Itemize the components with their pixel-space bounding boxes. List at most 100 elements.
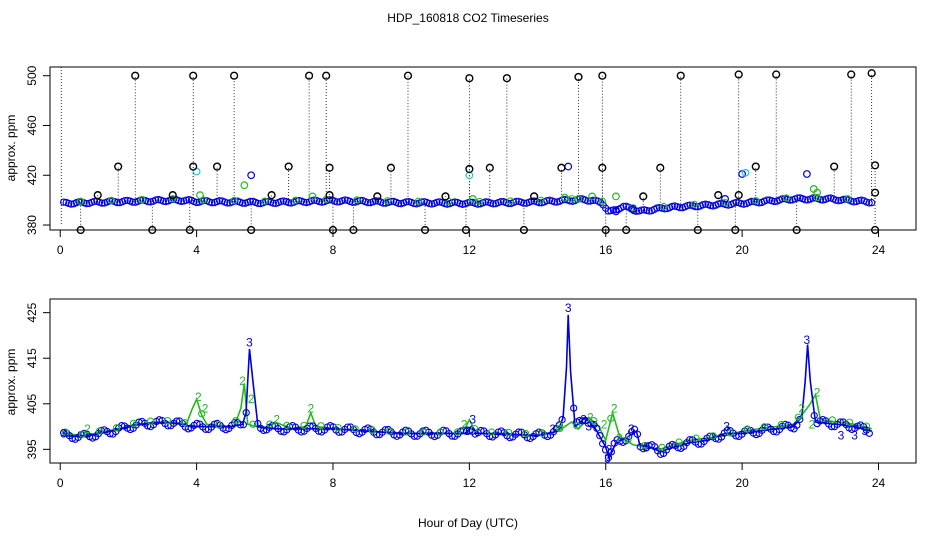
top-blue-point xyxy=(721,194,729,203)
top-baseline-point xyxy=(333,198,341,206)
top-baseline-point xyxy=(676,203,684,212)
top-outlier-point xyxy=(714,191,723,200)
series-point-2 xyxy=(845,418,854,426)
top-baseline-point xyxy=(645,207,653,215)
top-baseline-point xyxy=(489,200,497,208)
top-outlier-point xyxy=(867,69,876,78)
top-data-marks xyxy=(59,67,880,235)
top-blue-point xyxy=(612,207,620,216)
series-point-2 xyxy=(146,417,155,425)
series-label-3: 3 xyxy=(628,422,635,436)
top-baseline-point xyxy=(159,197,168,205)
series-point-2 xyxy=(436,428,445,436)
top-outlier-point xyxy=(731,225,740,235)
series-point-2 xyxy=(794,413,803,421)
top-x-tick-label: 4 xyxy=(193,243,200,257)
top-outlier-point xyxy=(247,225,256,235)
top-outlier-point xyxy=(622,225,631,235)
top-outlier-point xyxy=(267,191,276,200)
series-point-2 xyxy=(112,424,121,432)
top-outlier-point xyxy=(305,71,314,80)
top-green-point xyxy=(612,192,620,201)
series-point-3 xyxy=(410,432,418,440)
top-baseline-point xyxy=(604,207,612,215)
series-label-3: 3 xyxy=(469,413,476,427)
series-label-3: 3 xyxy=(643,440,650,454)
series-label-2: 2 xyxy=(601,417,608,431)
series-point-3 xyxy=(604,454,613,462)
top-blue-point xyxy=(802,170,811,178)
top-outlier-point xyxy=(373,192,382,201)
top-baseline-point-green xyxy=(660,202,668,211)
top-baseline-point-green xyxy=(414,197,422,205)
bottom-y-tick-label: 405 xyxy=(25,393,39,413)
top-baseline-point-green xyxy=(353,196,361,204)
top-y-tick-label: 500 xyxy=(25,65,39,85)
bottom-plot-frame xyxy=(49,298,917,464)
top-baseline-point-green xyxy=(107,196,116,205)
top-outlier-point xyxy=(847,70,856,79)
series-label-3: 3 xyxy=(550,422,557,436)
series-point-2 xyxy=(709,432,717,440)
top-blue-point xyxy=(564,162,573,171)
top-blue-point xyxy=(629,204,637,213)
series-label-2: 2 xyxy=(798,401,805,415)
top-baseline-point xyxy=(619,202,628,211)
series-label-2: 2 xyxy=(307,401,314,415)
top-outlier-point xyxy=(403,71,413,80)
top-outlier-point xyxy=(322,71,331,80)
series-point-2 xyxy=(266,420,274,428)
top-baseline-point xyxy=(865,199,873,207)
top-baseline-point xyxy=(269,199,277,207)
top-outlier-point xyxy=(441,192,450,201)
top-baseline-point xyxy=(325,196,334,204)
series-point-2 xyxy=(283,421,291,430)
x-axis-label: Hour of Day (UTC) xyxy=(418,516,518,530)
series-point-2 xyxy=(419,428,427,436)
top-baseline-point xyxy=(285,199,293,207)
series-label-3: 3 xyxy=(851,429,858,443)
top-outlier-point xyxy=(325,163,334,172)
top-baseline-point xyxy=(458,200,467,208)
series-point-3 xyxy=(593,424,601,432)
chart-title: HDP_160818 CO2 Timeseries xyxy=(387,11,548,25)
series-point-2 xyxy=(300,421,308,430)
series-point-3 xyxy=(865,429,873,437)
top-baseline-point xyxy=(215,197,224,205)
top-plot-frame xyxy=(49,66,917,231)
top-baseline-point xyxy=(98,199,106,207)
series-point-2 xyxy=(692,434,700,442)
series-line-2 xyxy=(63,383,872,451)
series-label-2: 2 xyxy=(239,374,246,388)
series-point-2 xyxy=(334,423,342,432)
series-label-2: 2 xyxy=(273,413,280,427)
top-baseline-point xyxy=(850,198,858,206)
series-label-2: 2 xyxy=(616,431,623,445)
series-point-2 xyxy=(95,427,104,435)
series-label-3: 3 xyxy=(565,301,572,315)
top-baseline-point xyxy=(809,194,817,202)
top-x-tick-label: 12 xyxy=(463,243,477,257)
series-point-2 xyxy=(198,410,206,418)
series-point-2 xyxy=(504,428,513,437)
top-baseline-point-green xyxy=(598,197,606,205)
series-label-3: 3 xyxy=(723,420,730,434)
top-baseline-point xyxy=(246,197,254,206)
top-baseline-point xyxy=(589,196,597,205)
series-label-3: 3 xyxy=(804,333,811,347)
series-point-2 xyxy=(777,420,785,429)
top-green-point xyxy=(560,193,569,202)
series-point-2 xyxy=(607,414,615,423)
top-baseline-point xyxy=(223,199,231,207)
top-x-tick-label: 0 xyxy=(57,243,64,257)
series-label-2: 2 xyxy=(814,385,821,399)
top-outlier-point xyxy=(168,191,177,200)
top-baseline-point xyxy=(341,196,349,204)
series-point-2 xyxy=(726,429,734,437)
series-label-3: 3 xyxy=(60,426,67,440)
top-outlier-point xyxy=(870,188,880,197)
series-point-3 xyxy=(596,431,604,440)
series-label-3: 3 xyxy=(606,442,613,456)
top-baseline-point-green xyxy=(383,197,392,205)
